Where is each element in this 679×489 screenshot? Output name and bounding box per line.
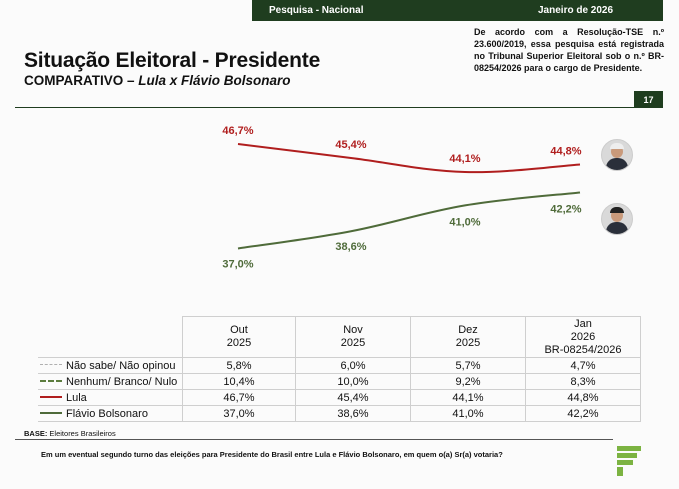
legend-dashed-line-icon	[40, 379, 62, 382]
data-label: 44,8%	[550, 145, 581, 157]
data-label: 45,4%	[335, 139, 366, 151]
data-label: 42,2%	[550, 203, 581, 215]
page-title: Situação Eleitoral - Presidente	[24, 49, 321, 72]
data-label: 46,7%	[222, 125, 253, 137]
avatar-hair	[610, 143, 624, 149]
legend-dotted-line-icon	[40, 364, 62, 366]
institute-logo-icon	[617, 446, 641, 476]
row-label: Não sabe/ Não opinou	[38, 357, 183, 374]
table-row: Não sabe/ Não opinou 5,8% 6,0% 5,7% 4,7%	[38, 357, 641, 374]
column-header: Dez 2025	[410, 316, 526, 358]
avatar-hair	[610, 207, 624, 213]
column-header: Nov 2025	[295, 316, 411, 358]
series-line-lula	[237, 143, 581, 174]
top-banner: Pesquisa - Nacional Janeiro de 2026	[252, 0, 663, 21]
survey-label: Pesquisa - Nacional	[269, 5, 364, 16]
line-chart: 46,7% 45,4% 44,1% 44,8% 37,0% 38,6% 41,0% 42,2%	[222, 125, 581, 270]
row-label: Flávio Bolsonaro	[38, 405, 183, 422]
legend-flavio-line-icon	[40, 411, 62, 414]
table-row: Flávio Bolsonaro 37,0% 38,6% 41,0% 42,2%	[38, 405, 641, 422]
lula-avatar	[601, 139, 633, 171]
row-label: Nenhum/ Branco/ Nulo	[38, 373, 183, 390]
table-row: Nenhum/ Branco/ Nulo 10,4% 10,0% 9,2% 8,…	[38, 373, 641, 390]
flavio-avatar	[601, 203, 633, 235]
avatar-body	[606, 158, 628, 170]
table-row: Lula 46,7% 45,4% 44,1% 44,8%	[38, 389, 641, 406]
survey-question: Em um eventual segundo turno das eleiçõe…	[41, 450, 503, 459]
data-label: 37,0%	[222, 258, 253, 270]
header-divider	[15, 107, 663, 108]
data-label: 41,0%	[449, 216, 480, 228]
subtitle-main: Lula x Flávio Bolsonaro	[138, 73, 291, 88]
series-line-flavio	[237, 191, 581, 250]
page-number: 17	[634, 91, 663, 108]
column-header: Jan 2026 BR-08254/2026	[525, 316, 641, 358]
survey-date: Janeiro de 2026	[538, 5, 614, 16]
page-subtitle: COMPARATIVO – Lula x Flávio Bolsonaro	[24, 73, 291, 88]
legend-lula-line-icon	[40, 395, 62, 398]
data-label: 44,1%	[449, 153, 480, 165]
base-note: BASE: Eleitores Brasileiros	[24, 429, 116, 438]
tse-registration-notice: De acordo com a Resolução-TSE n.º 23.600…	[474, 27, 664, 73]
table-header-row: Out 2025 Nov 2025 Dez 2025 Jan 2026 BR-08254/…	[38, 316, 641, 358]
footer-divider	[15, 439, 613, 440]
column-header: Out 2025	[182, 316, 296, 358]
row-label: Lula	[38, 389, 183, 406]
data-label: 38,6%	[335, 241, 366, 253]
results-table: Out 2025 Nov 2025 Dez 2025 Jan 2026 BR-08254/…	[38, 316, 641, 422]
subtitle-prefix: COMPARATIVO –	[24, 73, 139, 88]
avatar-body	[606, 222, 628, 234]
